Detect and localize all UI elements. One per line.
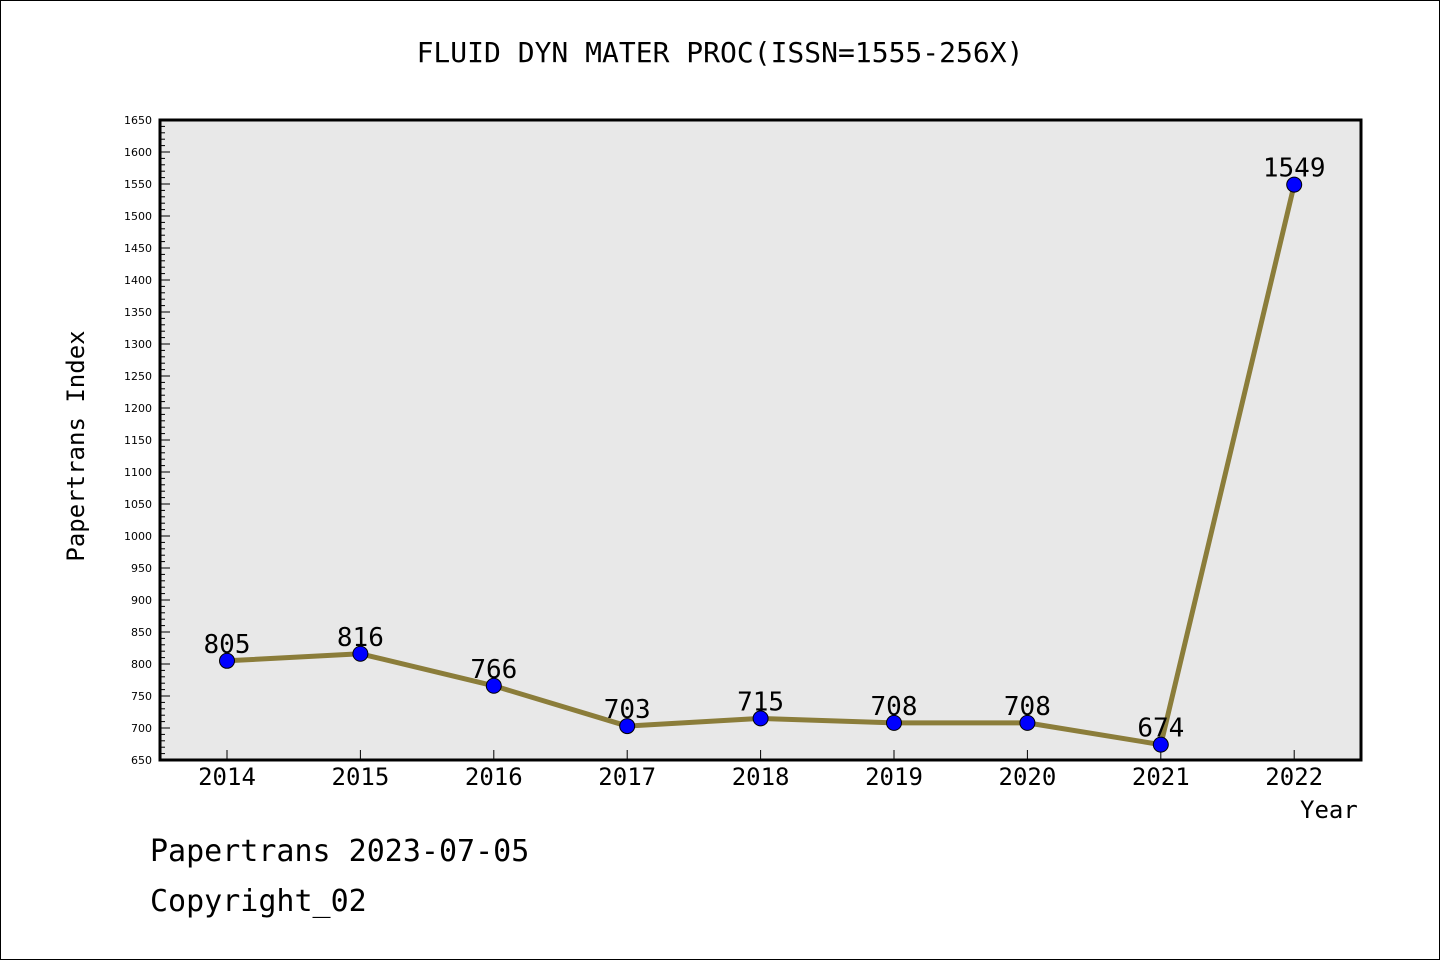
- y-tick-label: 700: [131, 722, 152, 735]
- x-tick-label: 2018: [732, 763, 790, 791]
- x-tick-label: 2021: [1132, 763, 1190, 791]
- y-tick-label: 900: [131, 594, 152, 607]
- y-tick-label: 750: [131, 690, 152, 703]
- data-label: 703: [604, 695, 651, 725]
- y-tick-label: 1300: [124, 338, 152, 351]
- data-point: [219, 652, 235, 669]
- y-tick-label: 850: [131, 626, 152, 639]
- data-point: [1152, 736, 1169, 753]
- x-tick-label: 2017: [598, 763, 656, 791]
- data-label: 816: [337, 623, 384, 653]
- data-point: [886, 714, 902, 731]
- data-point: [352, 645, 369, 662]
- data-point: [1019, 714, 1036, 731]
- y-tick-label: 1600: [124, 146, 152, 159]
- data-label: 708: [871, 692, 918, 722]
- y-tick-label: 1250: [124, 370, 152, 383]
- x-tick-label: 2016: [465, 763, 523, 791]
- data-point: [485, 677, 502, 694]
- x-tick-label: 2022: [1265, 763, 1323, 791]
- y-tick-label: 1400: [124, 274, 152, 287]
- footer-copyright: Copyright_02: [150, 884, 367, 919]
- y-axis-label: Papertrans Index: [62, 330, 90, 562]
- y-tick-label: 650: [131, 754, 152, 767]
- data-label: 708: [1004, 692, 1051, 722]
- data-label: 674: [1137, 714, 1184, 744]
- data-point: [1286, 176, 1303, 193]
- y-tick-label: 1200: [124, 402, 152, 415]
- y-tick-label: 1500: [124, 210, 152, 223]
- data-labels: 805 816 766 703 715 708 708 674 1549: [204, 154, 1326, 744]
- y-tick-label: 1550: [124, 178, 152, 191]
- data-label: 766: [470, 655, 517, 685]
- y-tick-label: 800: [131, 658, 152, 671]
- y-tick-label: 1650: [124, 114, 152, 127]
- chart-title: FLUID DYN MATER PROC(ISSN=1555-256X): [416, 36, 1024, 69]
- y-tick-label: 1150: [124, 434, 152, 447]
- x-axis-label: Year: [1300, 796, 1358, 824]
- y-tick-label: 1450: [124, 242, 152, 255]
- data-point: [619, 718, 636, 735]
- x-tick-label: 2015: [332, 763, 390, 791]
- x-tick-label: 2019: [865, 763, 923, 791]
- data-label: 805: [204, 630, 251, 660]
- x-tick-label: 2020: [999, 763, 1057, 791]
- y-tick-label: 1350: [124, 306, 152, 319]
- x-axis: 2014 2015 2016 2017 2018 2019 2020 2021 2022: [198, 750, 1323, 791]
- data-label: 1549: [1263, 154, 1326, 184]
- footer-date: Papertrans 2023-07-05: [150, 834, 530, 869]
- data-point: [752, 710, 769, 727]
- y-tick-label: 1100: [124, 466, 152, 479]
- y-tick-label: 1000: [124, 530, 152, 543]
- y-tick-label: 1050: [124, 498, 152, 511]
- data-label: 715: [737, 687, 784, 717]
- y-tick-label: 950: [131, 562, 152, 575]
- y-axis: 650 700 750 800 850 900 950 1000 1050 1100 1150 120…: [124, 114, 170, 767]
- x-tick-label: 2014: [198, 763, 256, 791]
- data-points: [219, 176, 1303, 753]
